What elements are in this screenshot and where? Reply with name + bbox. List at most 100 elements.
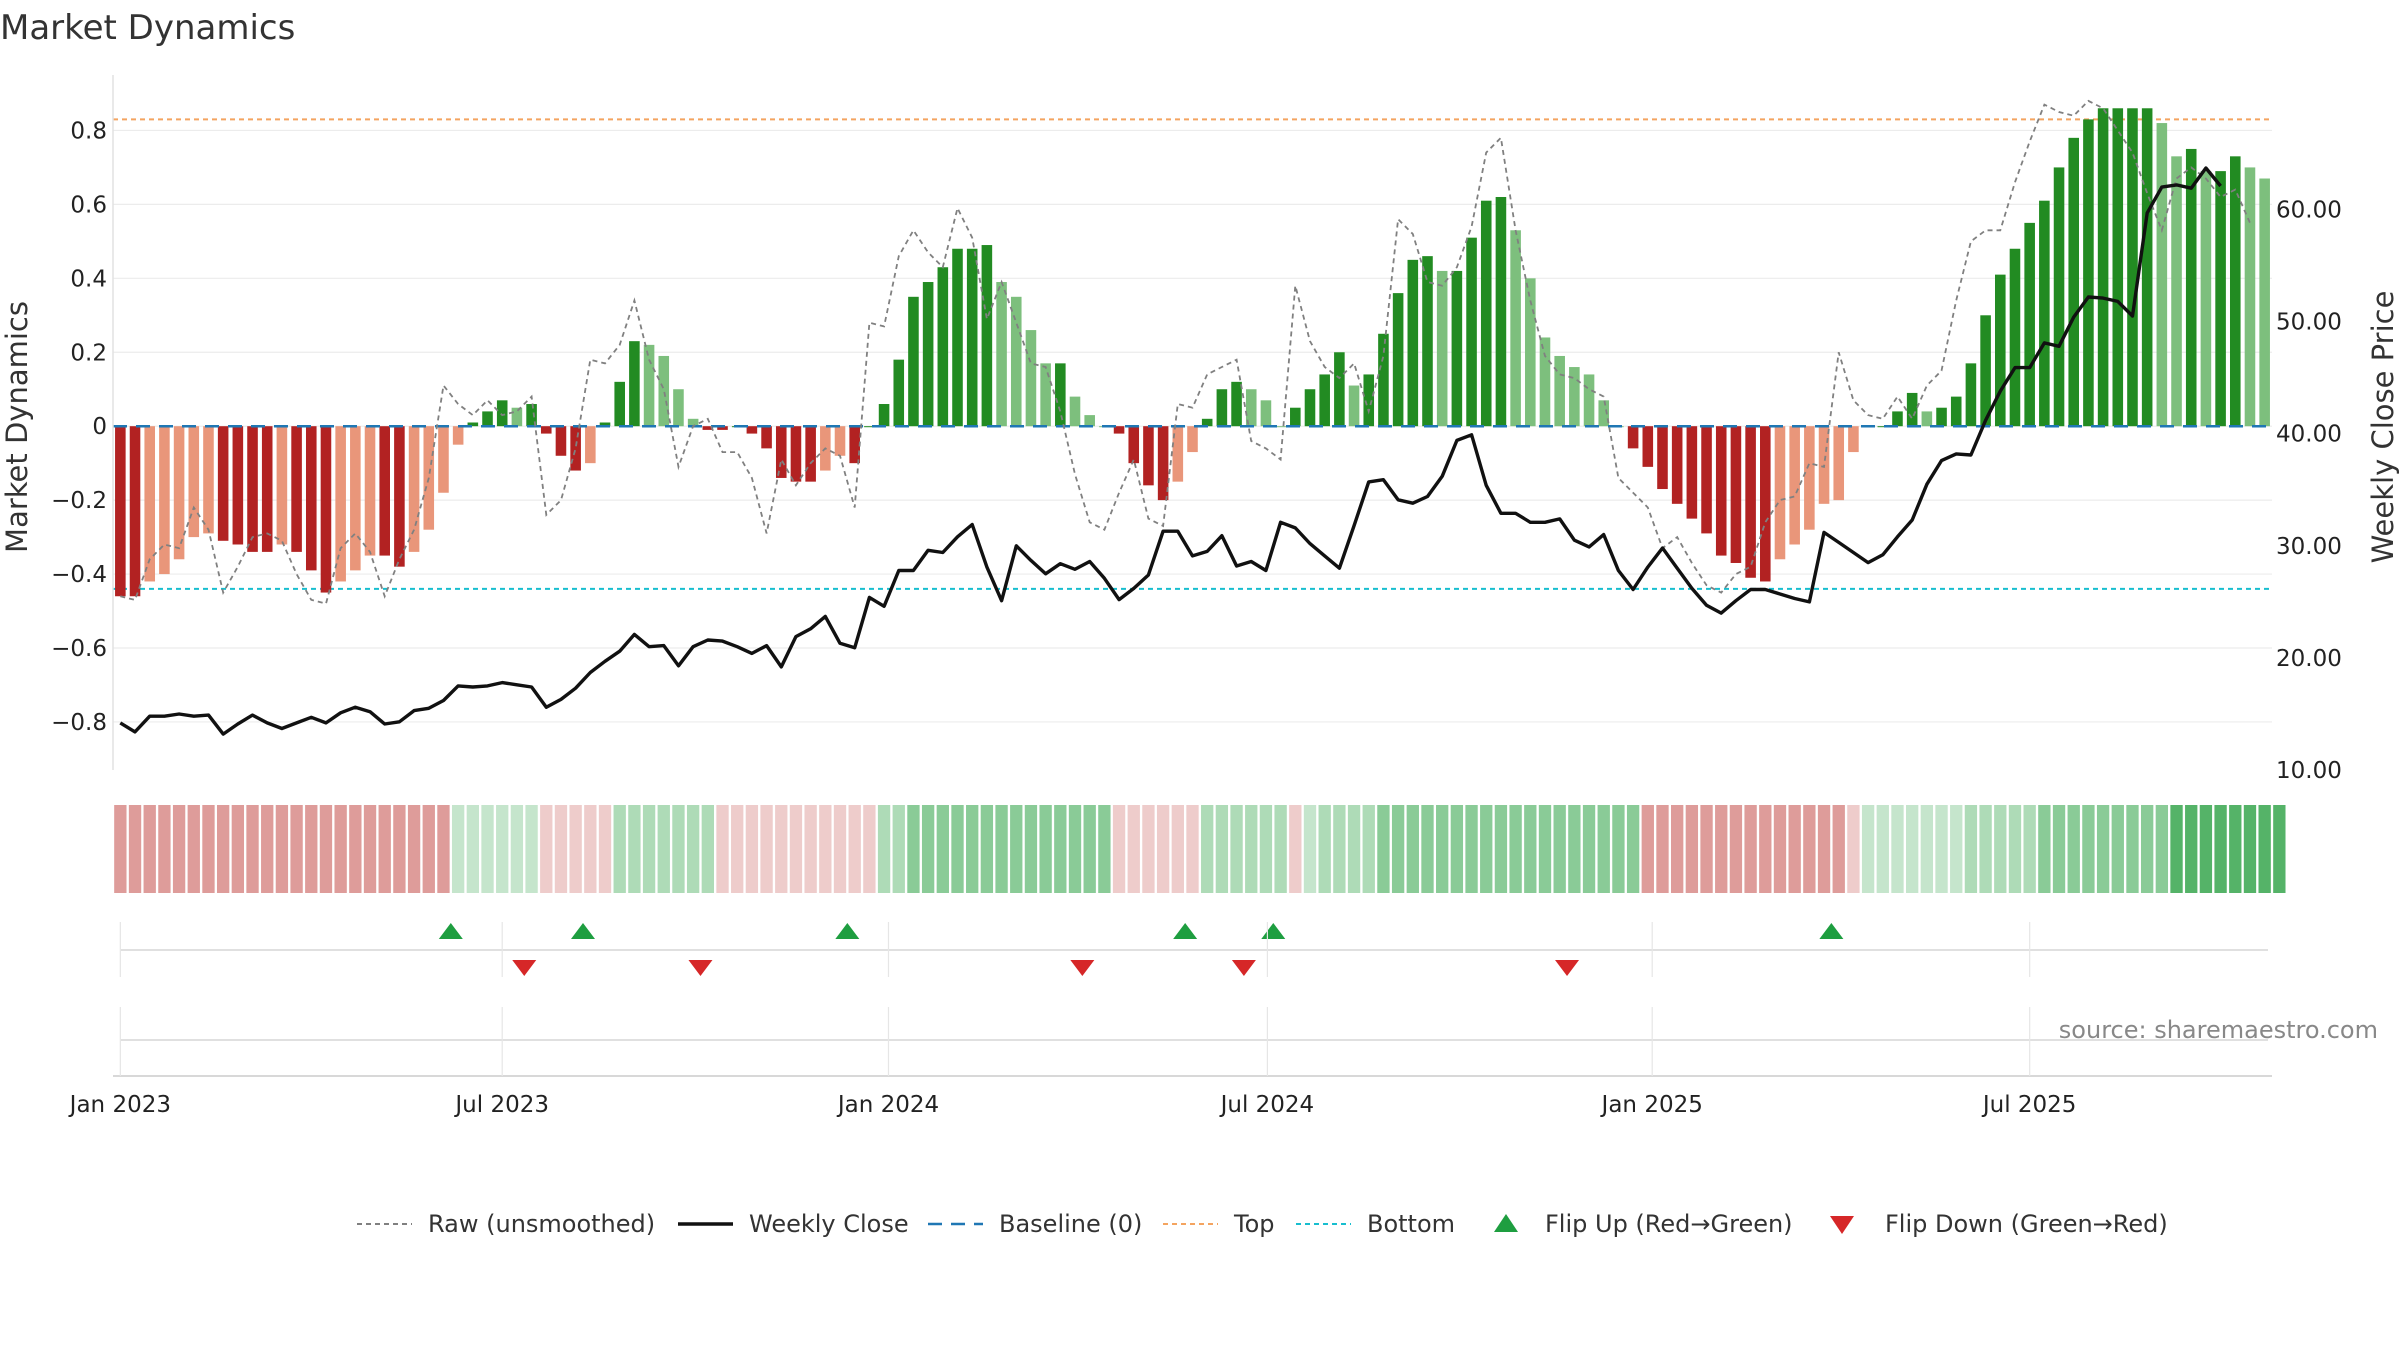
regime-cell (1597, 805, 1610, 893)
regime-cell (1259, 805, 1273, 893)
regime-cell (1289, 805, 1302, 893)
regime-cell (2155, 805, 2169, 893)
bar (1113, 426, 1125, 434)
bar (1730, 426, 1742, 563)
bar (261, 426, 273, 552)
regime-strip (114, 805, 2286, 893)
bar (335, 426, 346, 582)
bar (1290, 407, 1301, 427)
bar (1010, 296, 1022, 427)
regime-cell (2199, 805, 2213, 893)
bar (511, 407, 523, 427)
regime-cell (1406, 805, 1419, 893)
regime-cell (1024, 805, 1038, 893)
flip-down-marker (512, 960, 537, 976)
regime-cell (951, 805, 964, 893)
bar (1642, 426, 1654, 467)
regime-cell (1803, 805, 1816, 893)
legend-label: Weekly Close (749, 1210, 909, 1238)
bar (2200, 171, 2212, 427)
regime-cell (393, 805, 406, 893)
x-tick-label: Jul 2024 (1219, 1092, 1315, 1118)
regime-cell (525, 805, 538, 893)
regime-cell (305, 805, 318, 893)
bar (849, 426, 860, 464)
regime-cell (466, 805, 480, 893)
regime-cell (598, 805, 612, 893)
bar (276, 426, 288, 545)
regime-cell (804, 805, 817, 893)
bar (1760, 426, 1771, 582)
regime-cell (1054, 805, 1067, 893)
bar (350, 426, 361, 571)
bar (408, 426, 420, 552)
bar (1451, 270, 1463, 427)
regime-cell (496, 805, 509, 893)
bar (2141, 108, 2153, 427)
regime-cell (921, 805, 935, 893)
regime-cell (202, 805, 215, 893)
x-tick-label: Jul 2025 (1981, 1092, 2077, 1118)
regime-cell (1186, 805, 1199, 893)
regime-cell (540, 805, 553, 893)
bar (555, 426, 567, 456)
regime-cell (1671, 805, 1684, 893)
regime-cell (863, 805, 876, 893)
legend-label: Bottom (1367, 1210, 1455, 1238)
bar (952, 248, 963, 427)
regime-cell (1112, 805, 1126, 893)
bar (658, 355, 670, 427)
bar (996, 282, 1007, 427)
bar (1422, 256, 1433, 427)
bar (291, 426, 302, 552)
bar (496, 400, 508, 427)
bar (2185, 148, 2197, 427)
regime-cell (363, 805, 377, 893)
regime-cell (1685, 805, 1699, 893)
regime-cell (833, 805, 847, 893)
y2-axis-label: Weekly Close Price (2366, 291, 2400, 564)
bar (1260, 400, 1272, 427)
regime-cell (1333, 805, 1346, 893)
bar (1040, 363, 1051, 427)
regime-cell (1905, 805, 1919, 893)
bar (1172, 426, 1184, 482)
regime-cell (686, 805, 700, 893)
bar (834, 426, 846, 456)
regime-cell (422, 805, 435, 893)
regime-cell (819, 805, 832, 893)
y2-tick-label: 40.00 (2276, 422, 2342, 448)
bar (1774, 426, 1786, 560)
regime-cell (907, 805, 920, 893)
bar (2068, 137, 2080, 427)
regime-cell (2038, 805, 2051, 893)
bar (1201, 418, 1213, 427)
bar (1583, 374, 1595, 427)
bar (1275, 426, 1286, 428)
regime-cell (1715, 805, 1728, 893)
bar (1495, 196, 1507, 427)
bar (1848, 426, 1859, 453)
bar (1128, 426, 1140, 464)
bar (1539, 337, 1551, 427)
regime-cell (613, 805, 626, 893)
regime-cell (1156, 805, 1170, 893)
regime-cell (569, 805, 582, 893)
y2-tick-label: 20.00 (2276, 646, 2342, 672)
regime-cell (2273, 805, 2286, 893)
regime-cell (1201, 805, 1214, 893)
flip-down-marker (1555, 960, 1580, 976)
y-tick-label: 0.6 (70, 192, 107, 218)
regime-cell (1215, 805, 1229, 893)
regime-cell (1568, 805, 1581, 893)
bar (1921, 411, 1933, 427)
raw-series-group (120, 99, 2251, 605)
bar (1598, 400, 1610, 427)
regime-cell (1979, 805, 1992, 893)
bar (1157, 426, 1169, 501)
regime-cell (143, 805, 156, 893)
regime-cell (1891, 805, 1904, 893)
regime-cell (1480, 805, 1493, 893)
regime-cell (716, 805, 729, 893)
